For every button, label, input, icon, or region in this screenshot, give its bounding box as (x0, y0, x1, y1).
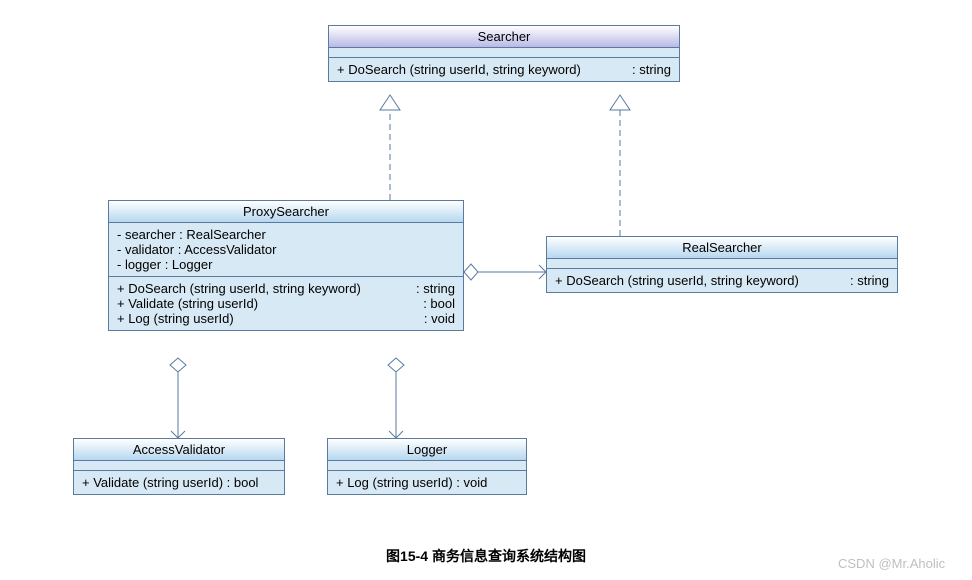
class-title: RealSearcher (547, 237, 897, 259)
class-logger: Logger + Log (string userId) : void (327, 438, 527, 495)
class-searcher: Searcher + DoSearch (string userId, strin… (328, 25, 680, 82)
operations-section: + Log (string userId) : void (328, 471, 526, 494)
operation-return: : string (620, 62, 671, 77)
attributes-section (328, 461, 526, 471)
attributes-section: - searcher : RealSearcher- validator : A… (109, 223, 463, 277)
class-title: ProxySearcher (109, 201, 463, 223)
operation-row: + Log (string userId) : void (117, 311, 455, 326)
attribute-row: - logger : Logger (117, 257, 455, 272)
operation-text: + DoSearch (string userId, string keywor… (117, 281, 361, 296)
attributes-section (74, 461, 284, 471)
watermark-text: CSDN @Mr.Aholic (838, 556, 945, 571)
operation-return: : string (838, 273, 889, 288)
operation-row: + Validate (string userId) : bool (82, 475, 276, 490)
class-title: AccessValidator (74, 439, 284, 461)
operations-section: + DoSearch (string userId, string keywor… (547, 269, 897, 292)
operation-text: + Validate (string userId) : bool (82, 475, 258, 490)
attribute-text: - logger : Logger (117, 257, 212, 272)
operations-section: + DoSearch (string userId, string keywor… (329, 58, 679, 81)
class-realSearcher: RealSearcher + DoSearch (string userId, s… (546, 236, 898, 293)
figure-caption: 图15-4 商务信息查询系统结构图 (0, 546, 972, 566)
operation-text: + DoSearch (string userId, string keywor… (337, 62, 581, 77)
class-title: Logger (328, 439, 526, 461)
operation-row: + DoSearch (string userId, string keywor… (337, 62, 671, 77)
operation-row: + Validate (string userId) : bool (117, 296, 455, 311)
operation-row: + DoSearch (string userId, string keywor… (555, 273, 889, 288)
attributes-section (329, 48, 679, 58)
class-proxySearcher: ProxySearcher- searcher : RealSearcher- … (108, 200, 464, 331)
class-accessValidator: AccessValidator + Validate (string userId… (73, 438, 285, 495)
operation-return: : string (404, 281, 455, 296)
operation-text: + DoSearch (string userId, string keywor… (555, 273, 799, 288)
operation-text: + Log (string userId) : void (336, 475, 487, 490)
attribute-text: - validator : AccessValidator (117, 242, 276, 257)
operation-row: + DoSearch (string userId, string keywor… (117, 281, 455, 296)
operation-text: + Log (string userId) (117, 311, 234, 326)
attribute-row: - searcher : RealSearcher (117, 227, 455, 242)
operation-return: : void (412, 311, 455, 326)
attributes-section (547, 259, 897, 269)
operation-return: : bool (411, 296, 455, 311)
operation-text: + Validate (string userId) (117, 296, 258, 311)
attribute-row: - validator : AccessValidator (117, 242, 455, 257)
class-title: Searcher (329, 26, 679, 48)
attribute-text: - searcher : RealSearcher (117, 227, 266, 242)
operations-section: + DoSearch (string userId, string keywor… (109, 277, 463, 330)
operations-section: + Validate (string userId) : bool (74, 471, 284, 494)
operation-row: + Log (string userId) : void (336, 475, 518, 490)
